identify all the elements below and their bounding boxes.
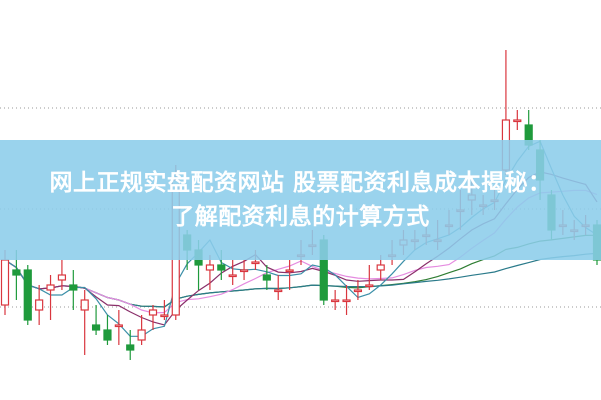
candle-body: [513, 119, 522, 123]
candle-body: [285, 269, 294, 273]
title-line-2: 了解配资利息的计算方式: [171, 204, 430, 230]
candle-body: [114, 324, 123, 328]
title-line-1: 网上正规实盘配资网站 股票配资利息成本揭秘：: [49, 170, 552, 196]
candle-body: [0, 259, 10, 306]
candle-body: [239, 269, 249, 273]
candle-body: [137, 329, 146, 341]
candle-body: [91, 324, 101, 331]
candle-body: [12, 269, 21, 276]
candle-body: [217, 264, 226, 271]
candle-body: [46, 284, 55, 291]
candle-body: [262, 274, 271, 281]
candle-body: [376, 264, 385, 271]
title-banner: 网上正规实盘配资网站 股票配资利息成本揭秘： 了解配资利息的计算方式: [0, 140, 601, 260]
candle-body: [126, 344, 135, 351]
candle-body: [57, 274, 67, 281]
candle-body: [365, 284, 374, 288]
candle-body: [228, 274, 237, 278]
candle-body: [103, 329, 112, 341]
candle-body: [69, 284, 78, 291]
candle-body: [331, 299, 340, 303]
candle-body: [148, 309, 158, 316]
candle-body: [205, 264, 215, 271]
candle-body: [251, 261, 260, 265]
candle-body: [80, 299, 89, 311]
candle-body: [23, 269, 32, 321]
candle-body: [353, 289, 363, 293]
candle-body: [35, 299, 44, 311]
candle-body: [274, 289, 283, 293]
candle-body: [342, 299, 351, 303]
candle-body: [160, 314, 169, 318]
